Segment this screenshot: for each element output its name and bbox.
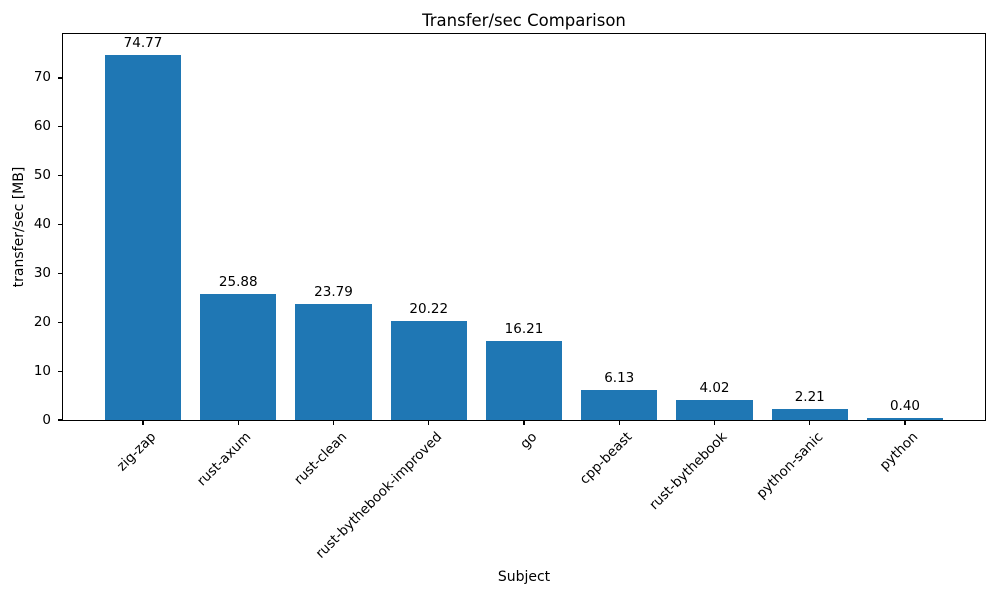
chart-title: Transfer/sec Comparison (422, 11, 626, 30)
y-tick-label: 0 (42, 411, 51, 428)
bar-rust-clean (295, 303, 372, 420)
bar-value-label: 16.21 (504, 320, 544, 337)
y-tick (58, 419, 62, 421)
y-tick-label: 60 (33, 118, 51, 135)
bar-value-label: 0.40 (889, 398, 921, 415)
y-tick (58, 175, 62, 177)
bar-value-label: 74.77 (123, 34, 163, 51)
bar-rust-bythebook (676, 400, 753, 420)
bar-value-label: 6.13 (604, 370, 635, 387)
x-tick (713, 421, 716, 425)
y-tick (58, 370, 62, 372)
y-tick-label: 40 (33, 216, 51, 233)
y-tick-label: 10 (33, 362, 51, 379)
x-axis-label: Subject (497, 569, 551, 585)
bar-python-sanic (771, 409, 848, 420)
y-tick-label: 30 (33, 264, 51, 281)
bar-go (485, 340, 563, 420)
x-tick (618, 421, 620, 425)
x-tick (142, 421, 144, 425)
x-tick (523, 421, 525, 425)
bar-cpp-beast (581, 390, 658, 420)
y-tick (58, 126, 62, 128)
bar-python (866, 418, 944, 420)
x-tick (237, 421, 239, 425)
bar-value-label: 4.02 (699, 380, 730, 397)
bar-value-label: 23.79 (314, 283, 353, 300)
x-tick (904, 421, 906, 425)
bar-rust-bythebook-improved (390, 321, 467, 420)
bar-value-label: 20.22 (409, 301, 449, 318)
x-tick (428, 421, 430, 425)
y-tick (58, 272, 62, 274)
bar-rust-axum (200, 293, 277, 420)
bar-value-label: 2.21 (794, 389, 825, 406)
y-tick (58, 321, 62, 323)
y-tick-label: 70 (33, 69, 51, 86)
x-tick (809, 421, 811, 425)
y-tick (58, 77, 62, 79)
x-tick (332, 421, 335, 425)
y-tick-label: 50 (33, 167, 51, 184)
bar-zig-zap (104, 54, 182, 420)
y-tick-label: 20 (33, 313, 51, 330)
y-tick (58, 223, 62, 226)
bar-value-label: 25.88 (218, 273, 258, 290)
